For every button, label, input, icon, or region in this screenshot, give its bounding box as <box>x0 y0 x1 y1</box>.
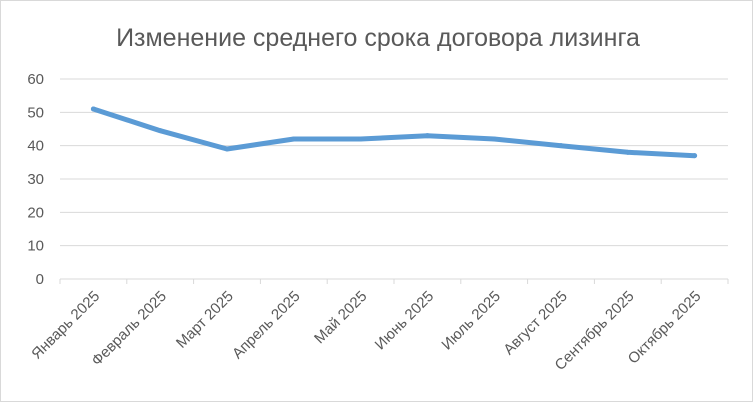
x-tick-label: Май 2025 <box>311 288 370 347</box>
y-tick-label: 50 <box>27 104 44 121</box>
data-point <box>558 143 564 149</box>
y-tick-label: 0 <box>36 271 44 288</box>
gridlines <box>59 78 729 284</box>
x-tick-label: Апрель 2025 <box>229 288 304 363</box>
y-tick-label: 10 <box>27 238 44 255</box>
y-axis-tick-labels: 0 10 20 30 40 50 60 <box>27 71 44 288</box>
x-tick-label: Март 2025 <box>173 288 237 352</box>
data-point <box>625 149 631 155</box>
data-point <box>157 128 163 134</box>
data-point <box>358 136 364 142</box>
y-tick-label: 40 <box>27 138 44 155</box>
chart-title: Изменение среднего срока договора лизинг… <box>116 24 640 52</box>
x-tick-label: Июнь 2025 <box>372 288 438 354</box>
y-tick-label: 30 <box>27 171 44 188</box>
series-line <box>90 106 698 159</box>
data-point <box>692 153 698 159</box>
x-tick-label: Июль 2025 <box>438 288 504 354</box>
data-point <box>491 136 497 142</box>
data-point <box>291 136 297 142</box>
series-layer <box>90 106 698 159</box>
y-tick-label: 60 <box>27 71 44 88</box>
y-tick-label: 20 <box>27 204 44 221</box>
data-point <box>424 133 430 139</box>
x-tick-label: Август 2025 <box>500 288 570 358</box>
data-point <box>224 146 230 152</box>
data-point <box>90 106 96 112</box>
x-tick-label: Январь 2025 <box>28 288 103 363</box>
